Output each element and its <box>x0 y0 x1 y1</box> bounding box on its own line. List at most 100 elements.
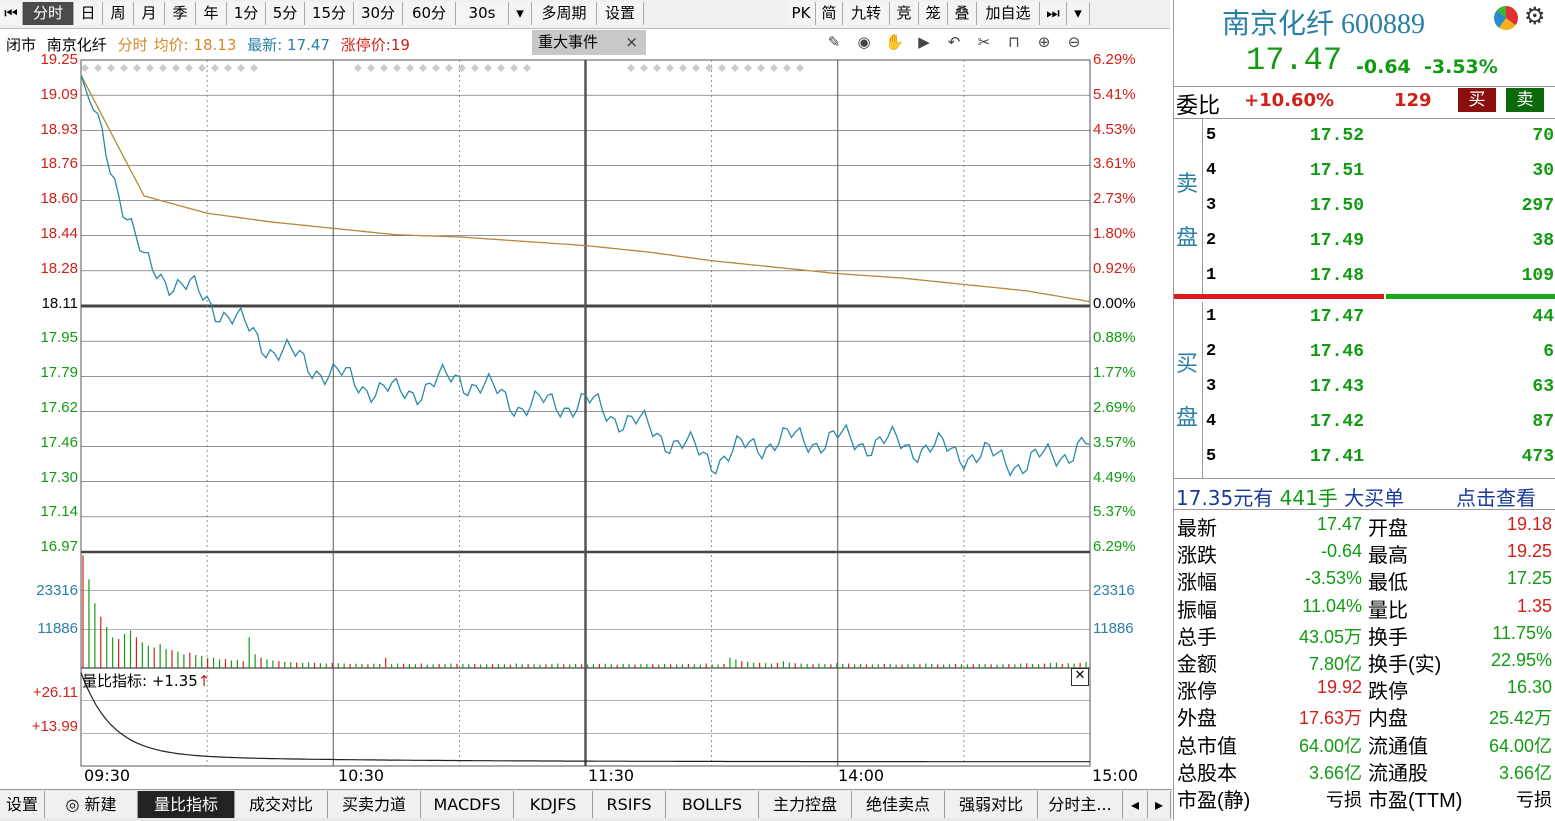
first-page-icon[interactable]: ⏮ <box>0 2 23 25</box>
undo-icon[interactable]: ↶ <box>947 33 961 51</box>
period-dropdown-icon[interactable]: ▾ <box>509 2 532 25</box>
tab-30min[interactable]: 30分 <box>354 2 403 25</box>
zoom-in-icon[interactable]: ⊕ <box>1037 33 1051 51</box>
stat-label: 最高 <box>1368 545 1408 568</box>
divider <box>1174 478 1555 479</box>
stat-label: 换手 <box>1368 626 1408 649</box>
major-events-button[interactable]: 重大事件 × <box>532 30 646 55</box>
tab-intraday-main[interactable]: 分时主... <box>1038 791 1123 818</box>
order-volume: 473 <box>1521 447 1554 467</box>
order-level: 1 <box>1206 307 1217 326</box>
stat-label: 开盘 <box>1368 518 1408 540</box>
pct-tick-label: 2.69% <box>1093 399 1136 416</box>
last-page-icon[interactable]: ⏭ <box>1040 2 1067 25</box>
price-change-pct: -3.53% <box>1424 56 1498 78</box>
tab-1min[interactable]: 1分 <box>227 2 266 25</box>
order-price[interactable]: 17.51 <box>1310 161 1365 181</box>
order-price[interactable]: 17.43 <box>1310 377 1365 397</box>
order-price[interactable]: 17.47 <box>1310 307 1365 327</box>
scroll-left-icon[interactable]: ◂ <box>1123 791 1148 818</box>
order-volume: 87 <box>1532 412 1554 432</box>
order-price[interactable]: 17.48 <box>1310 266 1365 286</box>
event-marker <box>94 64 102 72</box>
pk-button[interactable]: PK <box>787 2 816 25</box>
gear-icon[interactable]: ⚙ <box>1524 2 1546 30</box>
tab-setup[interactable]: 设置 <box>0 791 45 818</box>
order-price[interactable]: 17.49 <box>1310 231 1365 251</box>
tab-buy-sell-power[interactable]: 买卖力道 <box>328 791 421 818</box>
order-price[interactable]: 17.52 <box>1310 126 1365 146</box>
cage-button[interactable]: 笼 <box>919 2 948 25</box>
tab-volratio[interactable]: 量比指标 <box>138 791 235 818</box>
pie-chart-icon[interactable] <box>1494 6 1518 30</box>
stat-label: 跌停 <box>1368 681 1408 704</box>
settings-button[interactable]: 设置 <box>597 2 644 25</box>
tab-month[interactable]: 月 <box>134 2 165 25</box>
sell-button[interactable]: 卖 <box>1506 88 1544 112</box>
stat-value: 22.95% <box>1490 650 1552 670</box>
tab-strength-compare[interactable]: 强弱对比 <box>945 791 1038 818</box>
view-big-order-link[interactable]: 点击查看 <box>1456 486 1536 510</box>
more-dropdown-icon[interactable]: ▾ <box>1067 2 1090 25</box>
tab-week[interactable]: 周 <box>103 2 134 25</box>
stat-label: 外盘 <box>1177 708 1217 731</box>
pen-icon[interactable]: ✎ <box>827 33 841 51</box>
multi-period-button[interactable]: 多周期 <box>532 2 597 25</box>
tab-season[interactable]: 季 <box>165 2 196 25</box>
scissors-icon[interactable]: ✂ <box>977 33 991 51</box>
tab-main-control[interactable]: 主力控盘 <box>759 791 852 818</box>
tab-30s[interactable]: 30s <box>456 2 509 25</box>
stat-label: 内盘 <box>1368 708 1408 731</box>
nine-turn-button[interactable]: 九转 <box>843 2 890 25</box>
stat-label: 总手 <box>1177 626 1217 649</box>
event-marker <box>627 64 635 72</box>
tab-15min[interactable]: 15分 <box>305 2 354 25</box>
stat-label: 总股本 <box>1177 762 1237 785</box>
order-price[interactable]: 17.42 <box>1310 412 1365 432</box>
volume-tick-label: 11886 <box>37 620 78 637</box>
order-price[interactable]: 17.41 <box>1310 447 1365 467</box>
bid-button[interactable]: 竞 <box>890 2 919 25</box>
price-tick-label: 17.30 <box>40 468 78 486</box>
big-order-line[interactable]: 17.35元有 441手 大买单 <box>1176 482 1404 511</box>
order-price[interactable]: 17.50 <box>1310 196 1365 216</box>
event-marker <box>783 64 791 72</box>
tab-rsifs[interactable]: RSIFS <box>593 791 666 818</box>
tab-volume-compare[interactable]: 成交对比 <box>235 791 328 818</box>
simple-button[interactable]: 简 <box>816 2 843 25</box>
close-icon[interactable]: × <box>625 33 638 51</box>
order-price[interactable]: 17.46 <box>1310 342 1365 362</box>
event-marker <box>354 64 362 72</box>
avg-price-label: 均价: <box>153 36 189 54</box>
tab-best-sell[interactable]: 绝佳卖点 <box>852 791 945 818</box>
tab-bollfs[interactable]: BOLLFS <box>666 791 759 818</box>
buy-side-label-box <box>1174 302 1203 478</box>
tab-year[interactable]: 年 <box>196 2 227 25</box>
stat-value: 亏损 <box>1516 790 1552 810</box>
eye-icon[interactable]: ◉ <box>857 33 871 51</box>
intraday-chart[interactable] <box>0 58 1170 790</box>
tab-new[interactable]: ◎ 新建 <box>45 791 138 818</box>
event-marker <box>666 64 674 72</box>
volratio-label-top: +26.11 <box>32 684 78 701</box>
play-icon[interactable]: ▶ <box>918 33 930 51</box>
add-watchlist-button[interactable]: 加自选 <box>977 2 1040 25</box>
overlay-button[interactable]: 叠 <box>948 2 977 25</box>
scroll-right-icon[interactable]: ▸ <box>1148 791 1171 818</box>
close-panel-icon[interactable]: ✕ <box>1071 668 1089 686</box>
tab-5min[interactable]: 5分 <box>266 2 305 25</box>
lock-icon[interactable]: ⊓ <box>1008 33 1020 51</box>
event-marker <box>133 64 141 72</box>
time-label-0930: 09:30 <box>84 766 131 785</box>
tab-fenshi[interactable]: 分时 <box>23 2 74 25</box>
tab-day[interactable]: 日 <box>74 2 103 25</box>
divider <box>1174 118 1555 119</box>
buy-button[interactable]: 买 <box>1458 88 1496 112</box>
event-marker <box>107 64 115 72</box>
tab-macdfs[interactable]: MACDFS <box>421 791 514 818</box>
hand-icon[interactable]: ✋ <box>885 33 904 51</box>
pct-tick-label: 2.73% <box>1093 190 1136 208</box>
tab-60min[interactable]: 60分 <box>403 2 456 25</box>
tab-kdjfs[interactable]: KDJFS <box>514 791 593 818</box>
zoom-out-icon[interactable]: ⊖ <box>1067 33 1081 51</box>
